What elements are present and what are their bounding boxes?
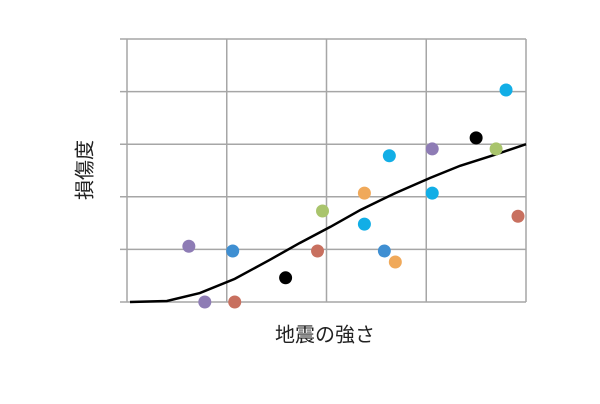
point	[311, 244, 325, 258]
x-axis-label: 地震の強さ	[275, 323, 375, 347]
point	[489, 142, 503, 156]
point	[316, 204, 330, 218]
point	[377, 244, 391, 258]
y-axis-label: 損傷度	[73, 140, 97, 200]
point	[388, 255, 402, 269]
point	[228, 295, 242, 309]
fit-curve	[129, 143, 527, 304]
point	[182, 239, 196, 253]
point	[469, 131, 483, 145]
point	[499, 83, 513, 97]
point	[382, 149, 396, 163]
point	[226, 244, 240, 258]
point	[425, 142, 439, 156]
point	[511, 209, 525, 223]
point	[425, 186, 439, 200]
point	[198, 295, 212, 309]
point	[357, 217, 371, 231]
point	[357, 186, 371, 200]
point	[279, 271, 293, 285]
